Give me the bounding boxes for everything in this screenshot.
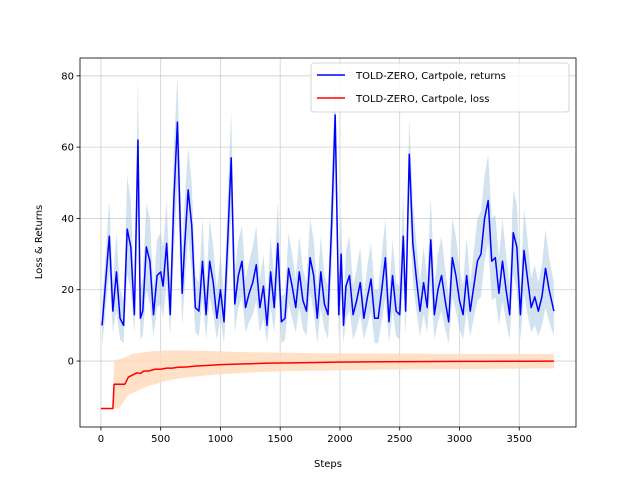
legend: TOLD-ZERO, Cartpole, returns TOLD-ZERO, …: [310, 62, 570, 113]
legend-label-loss: TOLD-ZERO, Cartpole, loss: [355, 94, 489, 105]
plot-frame: [79, 57, 577, 428]
legend-box: [310, 62, 570, 113]
x-tick-label: 0: [98, 434, 104, 445]
series-lines: [100, 114, 555, 410]
x-tick-label: 2500: [387, 434, 412, 445]
y-axis-ticks: 0 20 40 60 80: [61, 71, 80, 368]
x-axis-ticks: 0 500 1000 1500 2000 2500 3000 3500: [98, 427, 532, 445]
x-tick-label: 3000: [447, 434, 472, 445]
line-series-0: [101, 114, 555, 327]
x-tick-label: 3500: [507, 434, 532, 445]
y-axis-label: Loss & Returns: [34, 205, 45, 279]
line-series-1: [100, 360, 554, 410]
x-axis-label: Steps: [314, 459, 342, 470]
y-tick-label: 60: [61, 143, 74, 154]
legend-label-returns: TOLD-ZERO, Cartpole, returns: [355, 71, 506, 82]
x-tick-label: 500: [151, 434, 170, 445]
y-tick-label: 0: [68, 357, 74, 368]
y-tick-label: 80: [61, 71, 74, 82]
y-tick-label: 20: [61, 285, 74, 296]
x-tick-label: 1500: [267, 434, 292, 445]
x-tick-label: 2000: [327, 434, 352, 445]
x-tick-label: 1000: [208, 434, 233, 445]
y-tick-label: 40: [61, 214, 74, 225]
